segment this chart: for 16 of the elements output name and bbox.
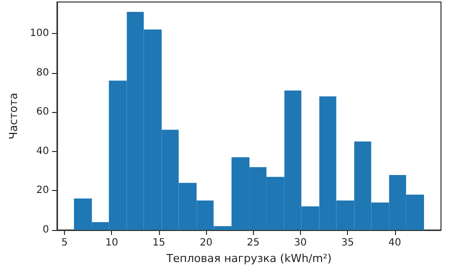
x-tick-label: 40 xyxy=(388,238,402,248)
x-tick-label: 15 xyxy=(152,238,166,248)
y-tick-label: 0 xyxy=(42,224,49,236)
x-tick-label: 10 xyxy=(105,238,118,248)
y-tick-label: 40 xyxy=(36,146,49,157)
y-axis-title: Частота xyxy=(7,92,20,140)
x-tick-label: 35 xyxy=(341,238,354,248)
x-tick-label: 30 xyxy=(294,238,307,248)
x-axis-title: Тепловая нагрузка (kWh/m²) xyxy=(165,252,332,265)
x-tick-label: 25 xyxy=(246,238,260,248)
y-tick-label: 20 xyxy=(36,185,49,196)
x-tick-label: 5 xyxy=(61,238,68,248)
y-tick-label: 60 xyxy=(36,106,49,118)
y-tick-label: 100 xyxy=(30,28,49,39)
y-tick-label: 80 xyxy=(36,67,49,78)
x-tick-label: 20 xyxy=(200,238,212,248)
